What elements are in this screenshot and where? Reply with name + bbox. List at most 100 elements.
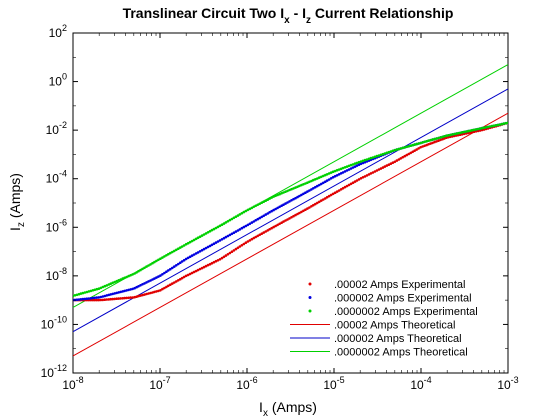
series-3-point [449, 133, 452, 137]
series-2-point [236, 229, 240, 232]
y-tick-label: 10-4 [46, 169, 67, 186]
series-1-point [115, 297, 118, 301]
series-1-point [129, 296, 132, 299]
y-tick-base: 10 [46, 172, 60, 186]
series-3-point [188, 240, 192, 244]
series-1-point [111, 297, 114, 301]
series-2-point [89, 297, 93, 300]
series-3-point [256, 203, 260, 207]
x-axis-label-main: I [259, 399, 263, 415]
series-3-point [95, 287, 99, 291]
series-3-point [506, 121, 508, 125]
series-1-point [415, 148, 418, 151]
series-2-point [316, 184, 319, 188]
series-2-point [268, 211, 271, 214]
series-2-point [115, 291, 118, 295]
series-3-point [399, 147, 403, 150]
series-1-point [345, 184, 349, 188]
series-2-point [180, 260, 184, 263]
legend-item: .000002 Amps Experimental [308, 293, 472, 305]
series-1-point [421, 145, 424, 148]
series-2-point [282, 203, 285, 206]
series-1-point [349, 182, 353, 186]
series-3-point [429, 138, 432, 142]
series-3-point [226, 220, 230, 223]
series-3-point [167, 252, 170, 256]
x-tick-base: 10 [410, 378, 424, 392]
series-3-point [190, 239, 194, 243]
series-3-point [459, 131, 462, 135]
series-2-point [314, 185, 317, 189]
series-2-point [109, 293, 112, 296]
chart-title-sub-x: x [284, 15, 290, 26]
series-1-point [304, 208, 307, 211]
legend-item: .0000002 Amps Theoretical [290, 347, 468, 359]
series-3-point [282, 191, 285, 194]
series-2-point [274, 207, 277, 211]
series-3-point [83, 291, 87, 294]
series-3-point [409, 144, 413, 147]
series-3-point [407, 145, 411, 148]
series-1-point [399, 157, 403, 160]
series-1-point [202, 265, 206, 269]
x-tick-exp: -5 [337, 375, 345, 385]
series-1-point [119, 297, 122, 300]
series-3-point [357, 160, 361, 164]
series-1-point [161, 287, 164, 291]
series-1-point [292, 214, 295, 218]
series-2-point [83, 297, 87, 301]
series-3-point [337, 168, 341, 171]
series-2-point [200, 248, 204, 252]
series-3-point [85, 290, 89, 294]
series-3-point [502, 122, 506, 125]
series-3-point [220, 223, 224, 226]
series-1-point [179, 277, 182, 281]
y-tick-base: 10 [46, 269, 60, 283]
series-1-point [322, 198, 325, 201]
series-2-point [256, 217, 260, 221]
series-1-point [89, 298, 93, 302]
series-1-point [427, 143, 430, 146]
series-1-point [234, 247, 238, 251]
series-1-point [107, 298, 111, 301]
series-2-point [93, 296, 97, 300]
series-1-point [252, 236, 256, 240]
series-3-point [222, 222, 226, 225]
series-1-point [127, 296, 130, 300]
series-3-point [306, 181, 309, 184]
series-3-point [504, 121, 508, 125]
series-1-point [480, 128, 484, 132]
series-1-point [284, 219, 287, 222]
series-1-point [439, 138, 442, 142]
series-3-point [476, 127, 480, 131]
series-1-point [306, 207, 309, 210]
series-3-point [276, 193, 279, 197]
legend-swatch-point [308, 296, 312, 299]
series-2-point [214, 241, 218, 244]
series-1-point [196, 268, 200, 272]
chart-title: Translinear Circuit Two Ix - Iz Current … [123, 5, 454, 26]
series-2-point [208, 244, 212, 248]
series-3-point [365, 158, 369, 161]
series-3-point [230, 217, 234, 221]
series-3-point [97, 287, 101, 291]
series-2-point [262, 214, 266, 218]
series-1-point [109, 297, 112, 301]
series-2-point [99, 295, 103, 299]
series-2-point [81, 297, 85, 301]
series-1-point [371, 171, 375, 174]
series-3-point [331, 170, 335, 173]
series-1-point [347, 183, 351, 187]
series-1-point [409, 151, 413, 155]
x-tick-label: 10-3 [497, 375, 518, 392]
series-1-point [437, 139, 440, 142]
series-2-point [167, 269, 170, 272]
series-2-point [165, 270, 168, 274]
series-3-point [480, 126, 484, 130]
series-3-point [214, 226, 218, 230]
series-3-point [202, 233, 206, 236]
series-3-point [119, 278, 122, 281]
series-2-point [258, 216, 262, 220]
series-2-point [87, 297, 91, 300]
series-1-point [459, 133, 462, 136]
